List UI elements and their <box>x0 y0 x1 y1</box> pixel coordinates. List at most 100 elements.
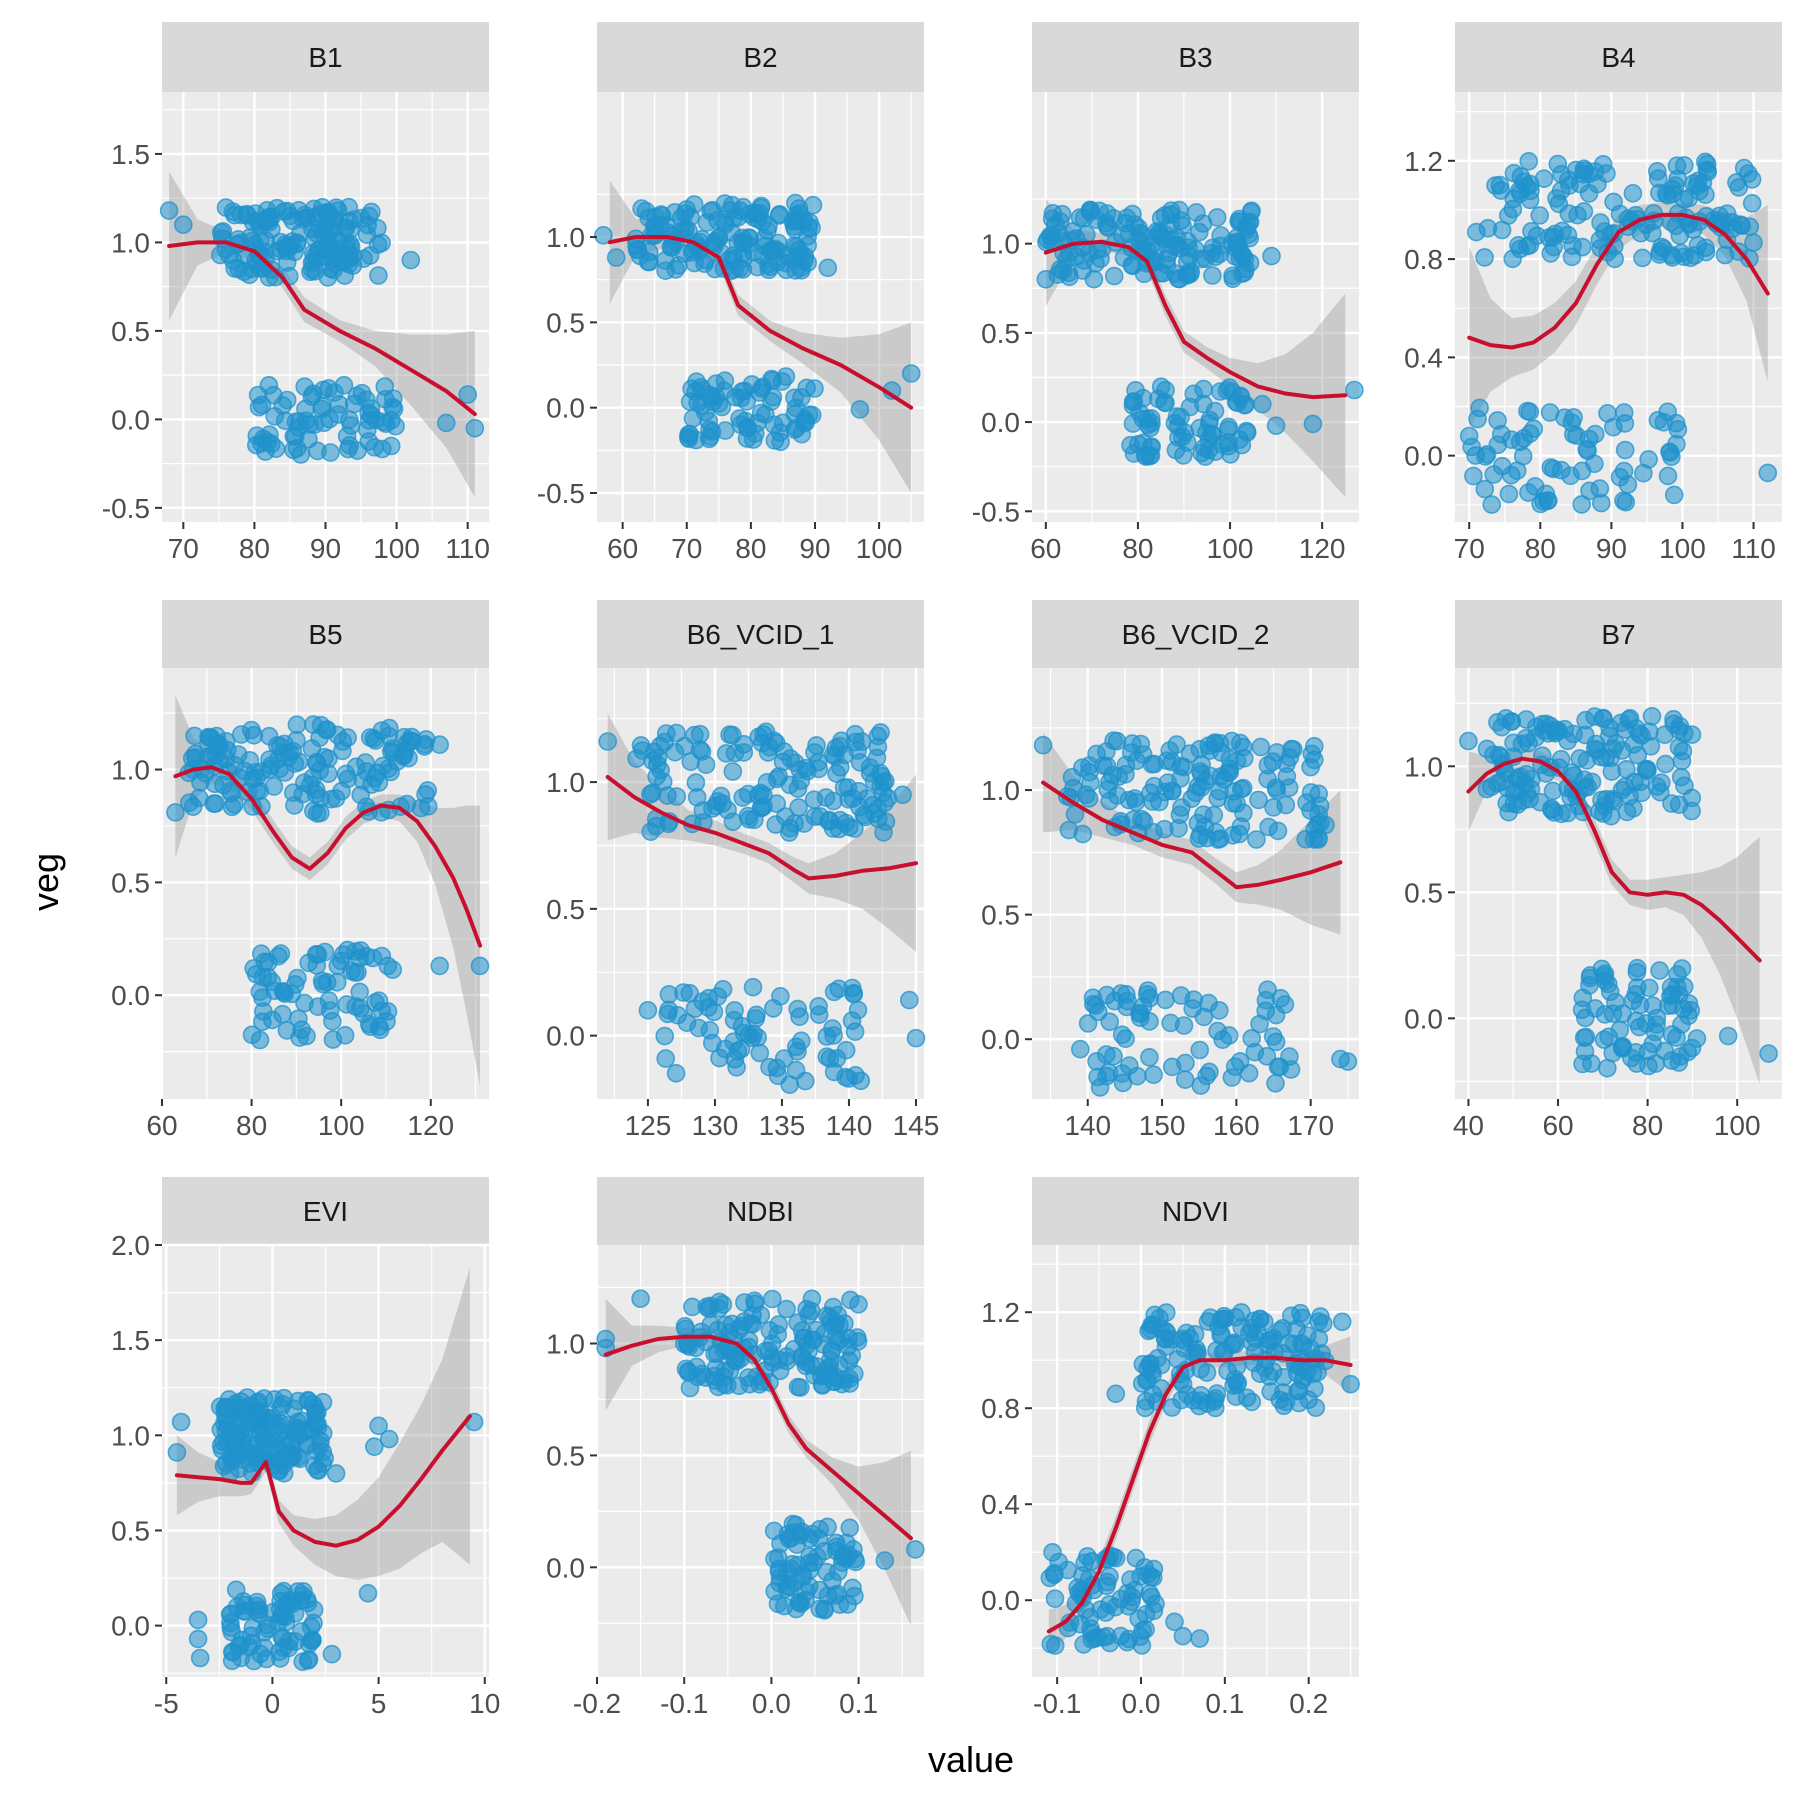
data-point <box>369 1416 388 1436</box>
data-point <box>1219 1026 1239 1045</box>
data-point <box>331 951 351 971</box>
data-point <box>655 1026 675 1046</box>
data-point <box>1242 1029 1261 1048</box>
data-point <box>800 1529 820 1548</box>
data-point <box>1084 994 1103 1014</box>
data-point <box>1519 733 1538 753</box>
data-point <box>1112 225 1132 245</box>
y-tick-label: 0.0 <box>546 1552 585 1583</box>
data-point <box>201 728 221 748</box>
data-point <box>258 1432 277 1451</box>
data-point <box>319 749 338 769</box>
data-point <box>243 769 263 789</box>
data-point <box>800 1553 819 1573</box>
data-point <box>792 388 811 407</box>
data-point <box>1122 1592 1141 1611</box>
data-point <box>1664 485 1684 505</box>
y-tick-label: 0.5 <box>111 1515 150 1546</box>
data-point <box>1639 450 1658 469</box>
data-point <box>1338 1052 1358 1071</box>
y-tick-label: 0.4 <box>981 1489 1020 1520</box>
data-point <box>299 1650 319 1669</box>
data-point <box>1282 1306 1301 1326</box>
data-point <box>1240 1323 1259 1343</box>
data-point <box>1226 1387 1246 1406</box>
data-point <box>1192 755 1211 774</box>
data-point <box>1236 220 1256 240</box>
data-point <box>1170 269 1189 289</box>
data-point <box>1540 403 1560 422</box>
data-point <box>180 793 199 813</box>
x-tick-label: 100 <box>1207 533 1254 564</box>
data-point <box>725 743 745 763</box>
data-point <box>1590 479 1610 498</box>
data-point <box>784 250 804 270</box>
data-point <box>1251 737 1271 757</box>
data-point <box>286 412 306 432</box>
smooth-line <box>1043 239 1348 400</box>
y-tick-label: 0.8 <box>1404 244 1443 275</box>
data-point <box>307 804 327 823</box>
data-point <box>1266 1005 1286 1025</box>
data-point <box>1530 206 1549 225</box>
data-point <box>1045 1563 1064 1583</box>
data-point <box>370 1020 390 1040</box>
x-tick-label: 145 <box>893 1110 940 1141</box>
y-tick-label: 0.0 <box>111 980 150 1011</box>
data-point <box>319 202 338 222</box>
data-point <box>1613 1039 1632 1058</box>
data-point <box>1162 1057 1182 1077</box>
data-point <box>287 715 307 735</box>
facet-strip-label: B5 <box>308 619 342 650</box>
data-point <box>631 1289 650 1308</box>
data-point <box>1650 961 1669 980</box>
data-point <box>1137 1371 1156 1390</box>
y-tick-label: 1.0 <box>546 1328 585 1359</box>
data-point <box>1206 247 1225 267</box>
data-point <box>756 1341 776 1361</box>
x-tick-label: 100 <box>1714 1110 1761 1141</box>
data-point <box>295 205 315 225</box>
data-point <box>167 1443 187 1462</box>
data-point <box>328 725 347 745</box>
data-point <box>379 1429 399 1449</box>
data-point <box>326 789 346 808</box>
facet-b5: B5 0.0 0.5 1.0 60 80 100 120 <box>111 600 490 1141</box>
data-point <box>823 1019 842 1038</box>
data-point <box>794 814 814 833</box>
y-tick-label: 0.8 <box>981 1393 1020 1424</box>
data-point <box>1225 1057 1245 1076</box>
data-point <box>329 394 349 414</box>
data-point <box>465 418 485 438</box>
data-point <box>1165 1612 1184 1632</box>
data-point <box>686 773 706 792</box>
data-point <box>1143 1568 1163 1587</box>
data-point <box>1648 162 1667 181</box>
data-point <box>786 1599 806 1619</box>
data-point <box>1289 1381 1309 1401</box>
y-tick-label: 1.0 <box>111 1420 150 1451</box>
data-point <box>666 260 686 279</box>
data-point <box>1274 1396 1294 1416</box>
facet-strip-label: B1 <box>308 42 342 73</box>
confidence-band <box>609 180 912 493</box>
y-tick-label: 0.5 <box>111 316 150 347</box>
data-point <box>1268 821 1288 841</box>
data-point <box>188 1629 208 1649</box>
data-point <box>1155 782 1175 802</box>
data-point <box>901 364 921 383</box>
data-point <box>783 212 803 231</box>
facet-b6-vcid-2: B6_VCID_2 0.0 0.5 1.0 140 150 160 170 <box>981 600 1359 1141</box>
data-point <box>216 198 236 217</box>
smooth-line <box>1041 780 1343 890</box>
data-point <box>1573 1054 1592 1074</box>
data-point <box>1464 466 1483 486</box>
x-tick-label: 135 <box>759 1110 806 1141</box>
data-point <box>1229 824 1249 844</box>
data-point <box>596 1329 616 1349</box>
data-point <box>1631 223 1651 243</box>
smooth-line <box>1466 756 1762 963</box>
data-point <box>1305 736 1324 756</box>
data-point <box>1097 1045 1116 1064</box>
data-point <box>1231 779 1251 799</box>
